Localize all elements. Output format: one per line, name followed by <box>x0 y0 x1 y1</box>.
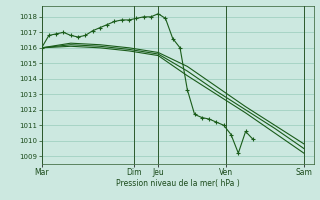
X-axis label: Pression niveau de la mer( hPa ): Pression niveau de la mer( hPa ) <box>116 179 239 188</box>
